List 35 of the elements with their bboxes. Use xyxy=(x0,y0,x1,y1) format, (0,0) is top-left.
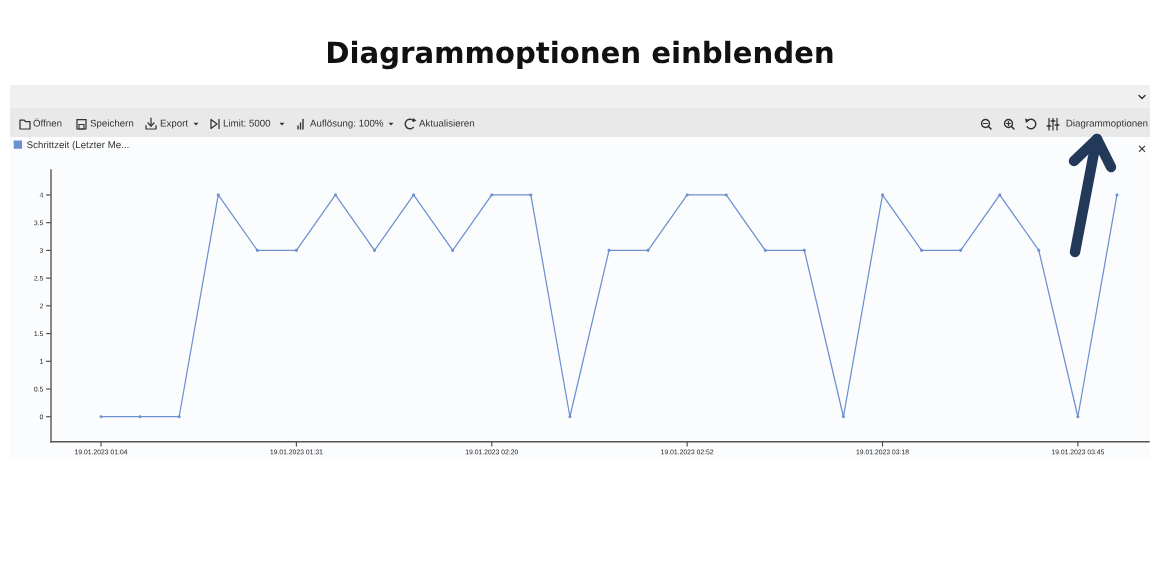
point xyxy=(998,193,1002,197)
point xyxy=(841,415,845,419)
text: Limit: 5000 xyxy=(223,119,271,127)
point xyxy=(412,193,416,197)
point xyxy=(568,415,572,419)
point xyxy=(177,415,181,419)
point xyxy=(138,415,142,419)
legend-label: Schrittzeit (Letzter Me... xyxy=(27,141,129,151)
point xyxy=(1037,248,1041,252)
point xyxy=(920,248,924,252)
text: Export xyxy=(160,119,189,129)
text: Öffnen xyxy=(33,118,62,127)
point xyxy=(490,193,494,197)
point xyxy=(724,193,728,197)
point xyxy=(880,193,885,197)
text: Diagrammoptionen xyxy=(1066,119,1148,129)
point xyxy=(529,193,533,197)
text: × xyxy=(1138,145,1146,153)
point xyxy=(959,248,963,252)
point xyxy=(333,193,337,197)
chart-title: Diagrammoptionen einblenden xyxy=(328,40,833,70)
point xyxy=(216,193,220,197)
point xyxy=(646,248,650,252)
point xyxy=(685,193,689,197)
text: Auflösung: 100% xyxy=(310,119,384,129)
point xyxy=(802,248,806,252)
text: Aktualisieren xyxy=(419,119,475,127)
point xyxy=(451,248,455,252)
point xyxy=(294,248,298,252)
point xyxy=(763,248,767,252)
text: Speichern xyxy=(90,119,134,129)
point xyxy=(255,248,259,252)
point xyxy=(607,248,611,252)
point xyxy=(373,248,377,252)
point xyxy=(1076,415,1080,419)
